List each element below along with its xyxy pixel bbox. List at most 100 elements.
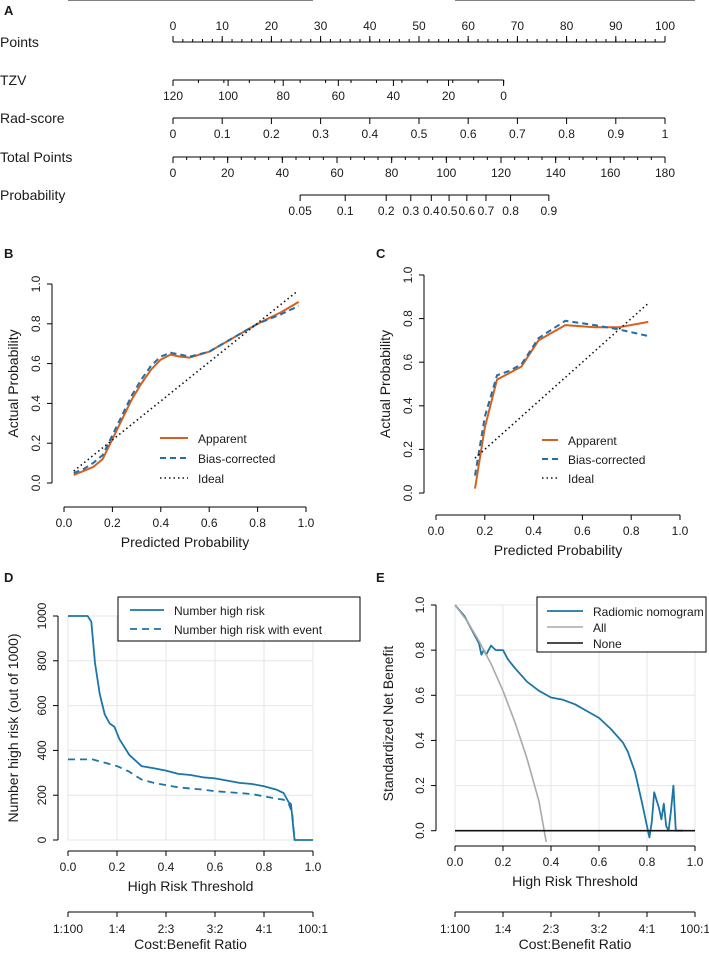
x-tick-label: 0.0 xyxy=(56,516,73,530)
nomogram-tick-label: 1 xyxy=(662,127,669,141)
nomogram-row-label: Total Points xyxy=(0,149,72,165)
legend-label: None xyxy=(593,637,622,651)
nomogram-tick-label: 60 xyxy=(332,89,346,103)
secondary-x-axis-title: Cost:Benefit Ratio xyxy=(134,936,247,952)
legend-label: Apparent xyxy=(198,432,247,446)
series-number-high-risk-with-event xyxy=(68,758,296,841)
nomogram-tick-label: 0.3 xyxy=(312,127,329,141)
x-tick-label: 0.2 xyxy=(104,516,121,530)
nomogram-tick-label: 0 xyxy=(170,19,177,33)
secondary-x-tick-label: 100:1 xyxy=(680,0,709,3)
secondary-x-tick-label: 1:4 xyxy=(109,922,126,936)
nomogram-tick-label: 0.05 xyxy=(288,204,312,218)
y-tick-label: 0.0 xyxy=(401,484,415,501)
y-tick-label: 0.2 xyxy=(29,435,43,452)
nomogram-tick-label: 0.2 xyxy=(378,204,395,218)
y-tick-label: 200 xyxy=(35,785,49,805)
legend-label: Bias-corrected xyxy=(198,452,275,466)
series-number-high-risk xyxy=(68,615,313,841)
y-tick-label: 0.4 xyxy=(29,395,43,412)
y-tick-label: 400 xyxy=(35,740,49,760)
secondary-x-axis-title: Cost:Benefit Ratio xyxy=(519,936,632,952)
nomogram-tick-label: 10 xyxy=(216,19,230,33)
series-ideal xyxy=(474,302,649,459)
series-bias-corrected xyxy=(474,319,649,476)
secondary-x-tick-label: 4:1 xyxy=(639,0,656,3)
x-tick-label: 0.4 xyxy=(152,516,169,530)
nomogram-tick-label: 0.8 xyxy=(558,127,575,141)
nomogram-tick-label: 120 xyxy=(491,166,511,180)
nomogram-tick-label: 40 xyxy=(276,166,290,180)
y-tick-label: 1.0 xyxy=(29,275,43,292)
y-tick-label: 800 xyxy=(35,650,49,670)
y-axis-title: Actual Probability xyxy=(5,329,21,437)
nomogram-tick-label: 0.1 xyxy=(214,127,231,141)
series-apparent xyxy=(73,301,300,476)
legend-label: All xyxy=(593,621,606,635)
nomogram-tick-label: 0.4 xyxy=(423,204,440,218)
nomogram-tick-label: 0.6 xyxy=(460,127,477,141)
nomogram-row-label: TZV xyxy=(0,72,27,88)
nomogram-tick-label: 0.5 xyxy=(411,127,428,141)
nomogram-tick-label: 0.2 xyxy=(263,127,280,141)
x-tick-label: 0.8 xyxy=(249,516,266,530)
nomogram-tick-label: 100 xyxy=(436,166,456,180)
nomogram-tick-label: 80 xyxy=(385,166,399,180)
nomogram-tick-label: 0.5 xyxy=(441,204,458,218)
secondary-x-tick-label: 2:3 xyxy=(543,922,560,936)
secondary-x-tick-label: 2:3 xyxy=(543,0,560,3)
secondary-x-tick-label: 2:3 xyxy=(158,0,175,3)
nomogram-row-label: Probability xyxy=(0,187,65,203)
y-tick-label: 0.6 xyxy=(413,687,427,704)
nomogram-tick-label: 180 xyxy=(655,166,675,180)
y-tick-label: 0 xyxy=(35,836,49,843)
y-tick-label: 0.0 xyxy=(29,474,43,491)
x-tick-label: 1.0 xyxy=(305,860,322,874)
nomogram-tick-label: 20 xyxy=(442,89,456,103)
nomogram-tick-label: 60 xyxy=(330,166,344,180)
secondary-x-tick-label: 1:4 xyxy=(109,0,126,3)
nomogram-tick-label: 20 xyxy=(221,166,235,180)
nomogram-tick-label: 140 xyxy=(546,166,566,180)
secondary-x-tick-label: 1:4 xyxy=(495,922,512,936)
x-axis-title: Predicted Probability xyxy=(494,542,622,558)
nomogram-tick-label: 50 xyxy=(412,19,426,33)
x-tick-label: 0.6 xyxy=(591,855,608,869)
x-tick-label: 0.8 xyxy=(639,855,656,869)
y-axis-title: Standardized Net Benefit xyxy=(380,646,396,802)
x-tick-label: 0.8 xyxy=(623,524,640,538)
secondary-x-tick-label: 3:2 xyxy=(207,0,224,3)
nomogram-tick-label: 0.4 xyxy=(361,127,378,141)
nomogram-tick-label: 0.8 xyxy=(502,204,519,218)
panel-label-a: A xyxy=(4,3,14,18)
x-tick-label: 0.0 xyxy=(428,524,445,538)
secondary-x-axis-title: Cost:Benefit Ratio xyxy=(519,0,632,3)
panel-label-d: D xyxy=(4,570,13,585)
secondary-x-tick-label: 2:3 xyxy=(158,922,175,936)
nomogram-tick-label: 120 xyxy=(163,89,183,103)
y-tick-label: 0.8 xyxy=(29,315,43,332)
panel-label-e: E xyxy=(376,570,385,585)
nomogram-tick-label: 160 xyxy=(600,166,620,180)
secondary-x-axis-title: Cost:Benefit Ratio xyxy=(134,0,247,3)
y-tick-label: 0.0 xyxy=(413,822,427,839)
x-tick-label: 0.2 xyxy=(476,524,493,538)
secondary-x-tick-label: 4:1 xyxy=(639,922,656,936)
nomogram-tick-label: 80 xyxy=(560,19,574,33)
decision-curve-plot-e: 0.0 0.2 0.4 0.6 0.8 1.0 0.0 0.2 0.4 0.6 0.8 1.0 High… xyxy=(380,0,709,952)
nomogram-tick-label: 0.7 xyxy=(478,204,495,218)
y-tick-label: 0.2 xyxy=(413,777,427,794)
nomogram-tick-label: 80 xyxy=(277,89,291,103)
secondary-x-tick-label: 1:100 xyxy=(440,922,470,936)
y-tick-label: 0.2 xyxy=(401,441,415,458)
y-tick-label: 1000 xyxy=(35,602,49,629)
secondary-x-tick-label: 3:2 xyxy=(207,922,224,936)
nomogram-tick-label: 100 xyxy=(655,19,675,33)
nomogram-tick-label: 0.9 xyxy=(540,204,557,218)
clinical-impact-plot-d: 0.0 0.2 0.4 0.6 0.8 1.002004006008001000High … xyxy=(5,0,361,952)
secondary-x-tick-label: 1:4 xyxy=(495,0,512,3)
x-tick-label: 0.6 xyxy=(207,860,224,874)
x-tick-label: 0.2 xyxy=(495,855,512,869)
secondary-x-tick-label: 4:1 xyxy=(256,922,273,936)
